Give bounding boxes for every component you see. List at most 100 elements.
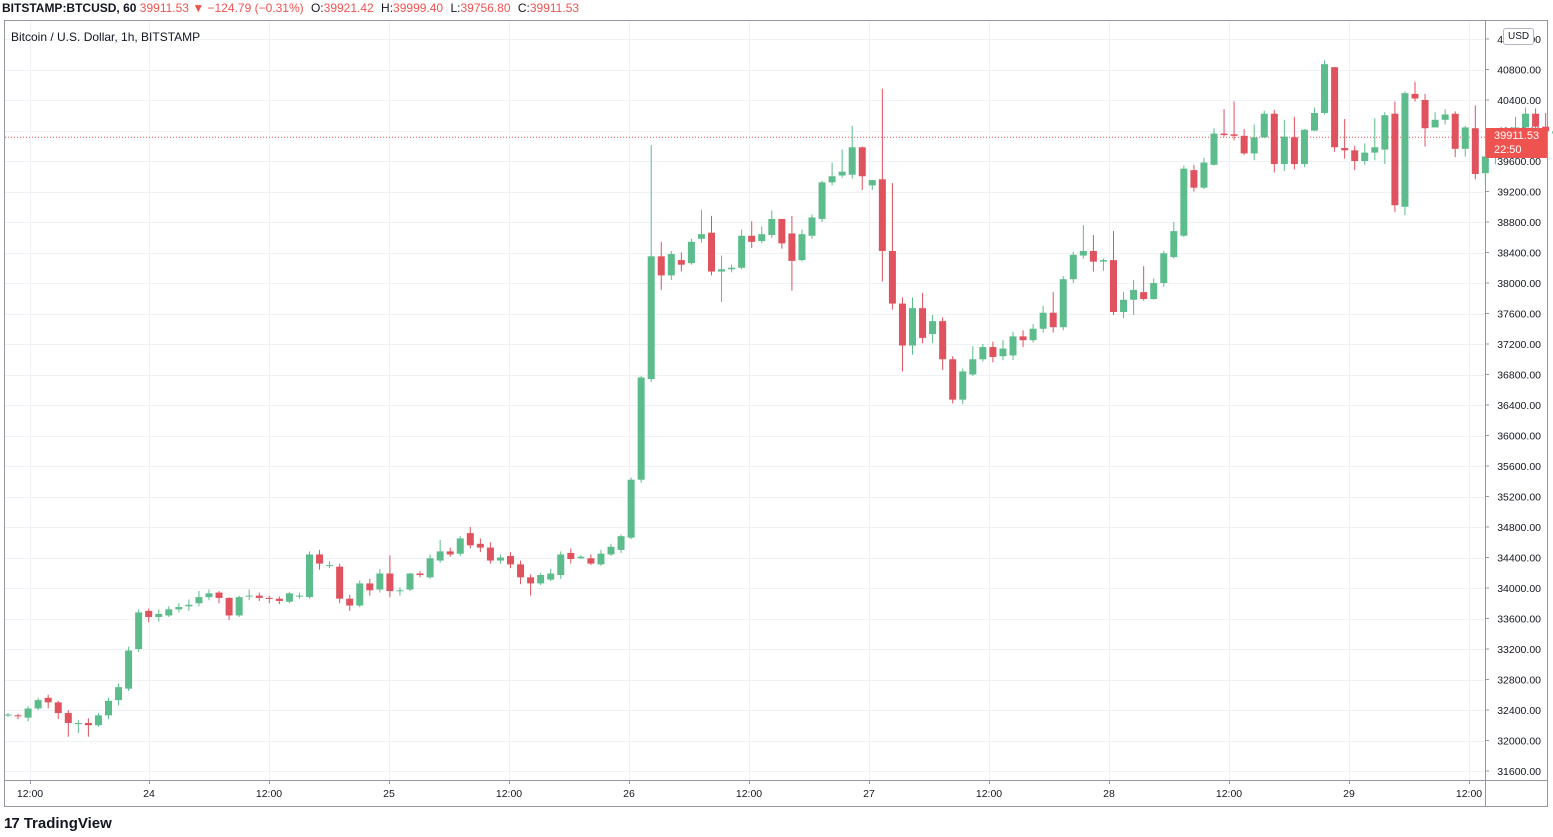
candle-down	[507, 555, 514, 565]
candle-up	[285, 593, 293, 602]
symbol-label[interactable]: BITSTAMP:BTCUSD, 60	[2, 1, 137, 15]
candle-down	[1290, 137, 1298, 165]
time-tick-label: 12:00	[736, 788, 762, 800]
candle-down	[215, 592, 223, 598]
tradingview-logo[interactable]: 17 TradingView	[4, 815, 112, 832]
candle-up	[557, 554, 565, 576]
candle-up	[828, 176, 836, 183]
high-label: H:	[381, 1, 394, 15]
candle-up	[718, 269, 726, 272]
candle-up	[1160, 253, 1168, 283]
price-tick-label: 38000.00	[1497, 278, 1541, 290]
candle-up	[1059, 279, 1067, 328]
time-tick-label: 12:00	[256, 788, 282, 800]
candle-down	[567, 552, 575, 560]
candle-down	[1190, 170, 1198, 188]
candle-up	[496, 557, 504, 561]
candle-down	[1110, 260, 1117, 312]
price-tick-label: 31600.00	[1497, 766, 1541, 778]
candle-down	[316, 554, 324, 564]
candle-up	[687, 241, 695, 264]
candle-up	[969, 359, 977, 375]
candle-up	[185, 604, 193, 607]
candle-down	[446, 551, 454, 555]
candle-down	[416, 573, 424, 576]
last-price: 39911.53	[139, 1, 189, 15]
candle-down	[949, 359, 957, 400]
candle-up	[617, 536, 625, 550]
candle-up	[155, 613, 163, 617]
candle-up	[798, 234, 806, 261]
down-arrow-icon: ▼	[192, 1, 205, 15]
candle-up	[295, 595, 303, 597]
time-tick-label: 12:00	[1456, 788, 1482, 800]
chart-header: BITSTAMP:BTCUSD, 60 39911.53 ▼ −124.79 (…	[0, 0, 1553, 18]
candle-up	[1150, 283, 1158, 300]
candle-down	[386, 573, 394, 592]
candle-up	[1461, 127, 1469, 149]
price-tick-label: 36800.00	[1497, 370, 1541, 382]
candle-up	[848, 147, 856, 175]
candle-up	[135, 612, 143, 649]
candle-down	[1411, 93, 1419, 99]
candle-down	[44, 697, 52, 703]
candle-up	[1200, 162, 1208, 188]
time-tick-label: 12:00	[17, 788, 43, 800]
candle-up	[1441, 114, 1449, 120]
candle-up	[758, 234, 766, 242]
candle-up	[647, 256, 655, 380]
candle-down	[587, 558, 595, 564]
candle-down	[1341, 148, 1349, 151]
candle-down	[466, 533, 474, 546]
price-tick-label: 37200.00	[1497, 339, 1541, 351]
candle-down	[888, 250, 896, 304]
candle-down	[878, 179, 886, 251]
candle-down	[346, 598, 354, 606]
candle-up	[1280, 136, 1288, 165]
price-tick-label: 38800.00	[1497, 217, 1541, 229]
candle-down	[778, 218, 786, 244]
time-tick-label: 12:00	[976, 788, 1002, 800]
candle-up	[396, 590, 404, 592]
candle-up	[667, 254, 675, 276]
price-tick-label: 32000.00	[1497, 736, 1541, 748]
candle-up	[868, 180, 876, 186]
candle-up	[1311, 112, 1318, 131]
candle-up	[4, 714, 12, 716]
candle-down	[1270, 113, 1278, 165]
candle-down	[486, 547, 494, 561]
candle-up	[768, 218, 776, 235]
candle-up	[808, 217, 816, 236]
time-tick-label: 12:00	[1216, 788, 1242, 800]
candle-up	[1250, 137, 1258, 154]
low-value: 39756.80	[460, 1, 511, 15]
candle-up	[1260, 113, 1268, 138]
candle-down	[1240, 135, 1248, 154]
candle-up	[195, 597, 203, 604]
candle-up	[1099, 260, 1107, 262]
close-value: 39911.53	[529, 1, 580, 15]
candle-down	[225, 597, 233, 616]
candle-up	[1009, 336, 1017, 356]
candle-down	[1331, 67, 1339, 148]
candle-down	[748, 235, 756, 242]
price-tick-label: 34400.00	[1497, 553, 1541, 565]
candle-up	[637, 377, 645, 480]
candle-down	[265, 597, 273, 599]
currency-badge[interactable]: USD	[1503, 28, 1535, 45]
candle-up	[627, 479, 635, 538]
candle-up	[1039, 312, 1047, 329]
candle-down	[1451, 113, 1459, 149]
candle-up	[1130, 289, 1138, 300]
low-label: L:	[450, 1, 461, 15]
candle-down	[476, 543, 484, 548]
price-tick-label: 35200.00	[1497, 492, 1541, 504]
candle-down	[275, 598, 283, 601]
price-tick-label: 40400.00	[1497, 95, 1541, 107]
candle-up	[1180, 168, 1188, 236]
chart-frame[interactable]	[4, 20, 1548, 807]
time-tick-label: 25	[383, 788, 395, 800]
candle-up	[818, 182, 826, 219]
candle-up	[1522, 113, 1530, 128]
